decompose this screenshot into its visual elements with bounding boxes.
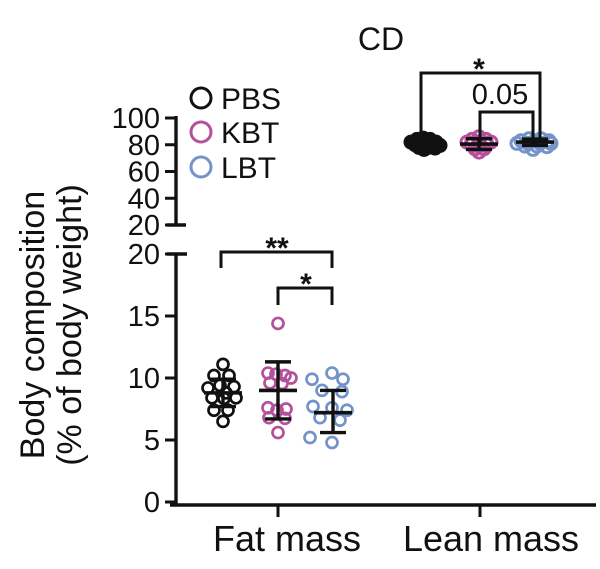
y-axis-label-line2: (% of body weight) bbox=[51, 184, 89, 466]
sig-label: * bbox=[300, 268, 312, 301]
legend-marker-pbs-icon bbox=[189, 86, 213, 110]
sig-bracket-kbt-lbt-fat: * bbox=[276, 268, 334, 305]
data-point bbox=[221, 403, 235, 418]
x-category-fat-mass: Fat mass bbox=[213, 518, 361, 559]
series-pbs-fat bbox=[201, 357, 243, 429]
y-tick-label: 100 bbox=[112, 103, 160, 135]
y-tick-label: 40 bbox=[128, 183, 160, 215]
data-point bbox=[222, 368, 236, 383]
sig-bracket-pbs-lbt-lean: * bbox=[419, 53, 542, 141]
error-bar-lbt-lean bbox=[516, 137, 554, 148]
data-point bbox=[207, 403, 221, 418]
sig-bracket-kbt-lbt-lean: 0.05 bbox=[472, 79, 535, 146]
error-bar-pbs-fat bbox=[204, 377, 242, 409]
sig-label: 0.05 bbox=[472, 79, 528, 111]
data-point bbox=[336, 372, 350, 387]
error-bar-pbs-lean bbox=[406, 138, 444, 149]
data-point bbox=[279, 402, 293, 416]
y-tick-label: 15 bbox=[128, 301, 160, 333]
legend-marker-kbt-icon bbox=[189, 120, 213, 144]
error-bar-kbt-fat bbox=[259, 360, 297, 421]
data-point bbox=[207, 368, 221, 383]
data-point bbox=[325, 366, 339, 380]
y-tick-label: 5 bbox=[144, 425, 160, 457]
y-tick-label: 80 bbox=[128, 130, 160, 162]
legend-marker-lbt-icon bbox=[189, 155, 213, 179]
error-bar-lbt-fat bbox=[314, 388, 352, 435]
y-tick-label: 20 bbox=[128, 210, 160, 242]
data-point bbox=[325, 435, 339, 450]
sig-label: * bbox=[473, 53, 485, 86]
sig-label: ** bbox=[265, 232, 289, 265]
series-lbt-fat bbox=[303, 366, 354, 450]
data-point bbox=[303, 430, 317, 445]
figure-title: CD bbox=[358, 21, 404, 57]
y-tick-label: 10 bbox=[128, 363, 160, 395]
significance-brackets: ****0.05 bbox=[219, 53, 542, 305]
data-point bbox=[271, 316, 285, 331]
data-point bbox=[333, 413, 347, 428]
data-point bbox=[306, 399, 320, 414]
data-point bbox=[340, 403, 354, 418]
sig-bracket-pbs-lbt-fat: ** bbox=[219, 232, 334, 268]
legend-label-lbt: LBT bbox=[221, 152, 276, 185]
data-point bbox=[305, 372, 319, 387]
legend: PBS KBT LBT bbox=[189, 83, 281, 185]
legend-label-kbt: KBT bbox=[221, 117, 279, 150]
x-category-lean-mass: Lean mass bbox=[403, 518, 579, 559]
y-tick-label: 60 bbox=[128, 157, 160, 189]
y-tick-label: 20 bbox=[128, 239, 160, 271]
y-axis-label-line1: Body composition bbox=[14, 191, 52, 459]
legend-label-pbs: PBS bbox=[221, 83, 281, 116]
error-bars bbox=[204, 137, 554, 435]
y-tick-label: 0 bbox=[144, 487, 160, 519]
data-point bbox=[216, 414, 230, 429]
data-point bbox=[216, 357, 230, 372]
data-point bbox=[271, 425, 285, 440]
